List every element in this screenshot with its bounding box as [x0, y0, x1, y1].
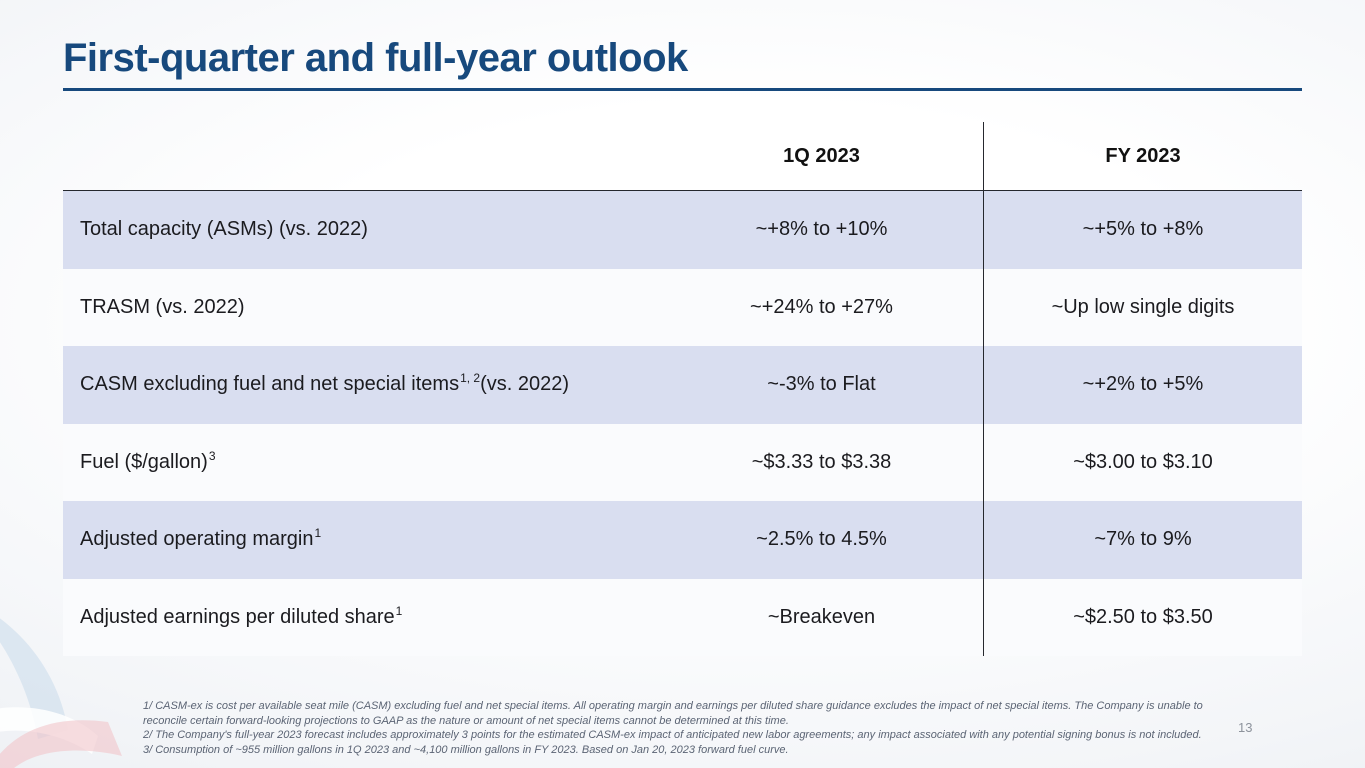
row-label-suffix: (vs. 2022) [480, 373, 570, 396]
q1-value: ~Breakeven [767, 605, 876, 628]
fy-value: ~+5% to +8% [983, 191, 1302, 269]
table-row-casm-ex: CASM excluding fuel and net special item… [63, 346, 1302, 424]
title-underline [63, 88, 1302, 91]
row-label-text: CASM excluding fuel and net special item… [80, 373, 460, 396]
row-label: Adjusted earnings per diluted share 1 [80, 603, 403, 628]
table-row-adjusted-operating-margin: Adjusted operating margin 1 ~2.5% to 4.5%… [63, 501, 1302, 579]
page-number: 13 [1238, 720, 1253, 735]
row-label-text: TRASM (vs. 2022) [80, 295, 245, 318]
footnote-3: 3/ Consumption of ~955 million gallons i… [143, 743, 789, 756]
table-row-fuel: Fuel ($/gallon) 3 ~$3.33 to $3.38 ~$3.00 … [63, 423, 1302, 501]
fy-value: ~7% to 9% [983, 501, 1302, 579]
table-row-trasm: TRASM (vs. 2022) ~+24% to +27% ~Up low s… [63, 268, 1302, 347]
fy-value: ~$3.00 to $3.10 [983, 423, 1302, 501]
fy-value: ~$2.50 to $3.50 [983, 578, 1302, 656]
table-row-adjusted-eps: Adjusted earnings per diluted share 1 ~Br… [63, 578, 1302, 656]
outlook-table: 1Q 2023 FY 2023 Total capacity (ASMs) (v… [63, 122, 1302, 656]
row-label-text: Adjusted earnings per diluted share [80, 605, 395, 628]
table-header-row: 1Q 2023 FY 2023 [63, 122, 1302, 191]
header-spacer [63, 122, 660, 190]
row-label: TRASM (vs. 2022) [63, 269, 660, 347]
footnote-1: 1/ CASM-ex is cost per available seat mi… [143, 700, 1203, 727]
row-label: CASM excluding fuel and net special item… [80, 371, 570, 396]
footnotes: 1/ CASM-ex is cost per available seat mi… [143, 699, 1215, 757]
column-header-fy2023: FY 2023 [983, 122, 1302, 190]
q1-value: ~-3% to Flat [767, 373, 876, 396]
row-label-text: Fuel ($/gallon) [80, 450, 208, 473]
q1-value: ~+8% to +10% [755, 218, 888, 241]
table-row-total-capacity: Total capacity (ASMs) (vs. 2022) ~+8% to… [63, 191, 1302, 269]
fy-value: ~+2% to +5% [983, 346, 1302, 424]
row-label: Adjusted operating margin 1 [80, 526, 322, 551]
row-label-text: Total capacity (ASMs) (vs. 2022) [80, 218, 368, 241]
fy-value: ~Up low single digits [983, 268, 1302, 346]
page-title: First-quarter and full-year outlook [63, 36, 688, 80]
row-label: Fuel ($/gallon) 3 [80, 448, 216, 473]
footnote-2: 2/ The Company's full-year 2023 forecast… [143, 729, 1202, 742]
q1-value: ~$3.33 to $3.38 [751, 450, 892, 473]
q1-value: ~2.5% to 4.5% [756, 528, 887, 551]
column-header-1q2023: 1Q 2023 [783, 144, 860, 167]
row-label: Total capacity (ASMs) (vs. 2022) [63, 191, 660, 269]
row-label-text: Adjusted operating margin [80, 528, 314, 551]
q1-value: ~+24% to +27% [750, 295, 893, 318]
